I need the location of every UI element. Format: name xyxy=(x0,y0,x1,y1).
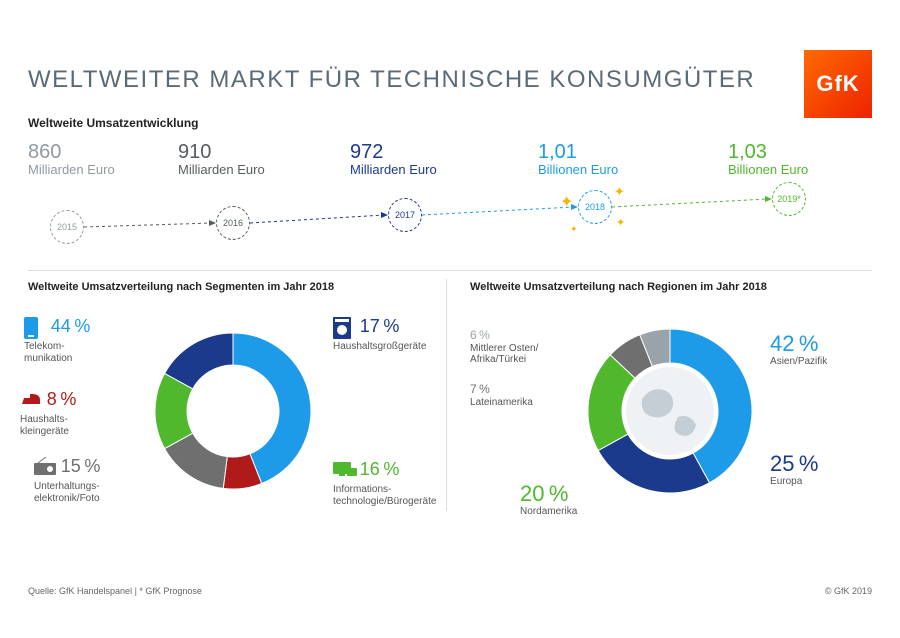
vertical-divider xyxy=(446,279,447,511)
region-pct: 20 % xyxy=(520,481,568,506)
sparkle-icon: ✦ xyxy=(560,192,573,212)
iron-icon xyxy=(20,390,44,414)
region-label: 7 %Lateinamerika xyxy=(470,383,590,408)
segment-pct: 16 % xyxy=(360,459,400,479)
segment-label: 15 %Unterhaltungs-elektronik/Foto xyxy=(34,456,149,504)
source-line: Quelle: GfK Handelspanel | * GfK Prognos… xyxy=(28,586,202,596)
region-pct: 7 % xyxy=(470,382,490,396)
region-pct: 6 % xyxy=(470,328,490,342)
segments-title: Weltweite Umsatzverteilung nach Segmente… xyxy=(28,281,430,293)
gfk-logo-text: GfK xyxy=(816,71,859,97)
region-label: 20 %Nordamerika xyxy=(520,481,640,518)
regions-title: Weltweite Umsatzverteilung nach Regionen… xyxy=(470,281,872,293)
columns: Weltweite Umsatzverteilung nach Segmente… xyxy=(28,281,872,511)
timeline: 860 Milliarden Euro2015 910 Milliarden E… xyxy=(28,134,872,264)
segment-pct: 17 % xyxy=(360,316,400,336)
sparkle-icon: ✦ xyxy=(570,224,578,235)
segment-label: 8 %Haushalts-kleingeräte xyxy=(20,389,135,437)
gfk-logo: GfK xyxy=(804,50,872,118)
segment-label: 17 %Haushaltsgroßgeräte xyxy=(333,316,448,353)
globe-icon xyxy=(626,367,714,455)
region-pct: 25 % xyxy=(770,451,818,476)
copyright-line: © GfK 2019 xyxy=(825,586,872,596)
page-title: WELTWEITER MARKT FÜR TECHNISCHE KONSUMGÜ… xyxy=(28,66,872,94)
segment-pct: 44 % xyxy=(51,316,91,336)
segment-label: 44 %Telekom-munikation xyxy=(24,316,139,364)
segment-pct: 8 % xyxy=(47,389,77,409)
page: GfK WELTWEITER MARKT FÜR TECHNISCHE KONS… xyxy=(28,50,872,588)
pc-icon xyxy=(333,460,357,484)
regions-column: Weltweite Umsatzverteilung nach Regionen… xyxy=(470,281,872,511)
segments-column: Weltweite Umsatzverteilung nach Segmente… xyxy=(28,281,430,511)
sparkle-icon: ✦ xyxy=(616,216,625,229)
segment-label: 16 %Informations-technologie/Bürogeräte xyxy=(333,459,448,507)
washer-icon xyxy=(333,317,357,341)
timeline-unit: Billionen Euro xyxy=(728,163,808,177)
segments-donut-wrap: 44 %Telekom-munikation 8 %Haushalts-klei… xyxy=(28,301,430,511)
column-spacer xyxy=(446,281,454,511)
section1-title: Weltweite Umsatzentwicklung xyxy=(28,116,872,130)
region-label: 6 %Mittlerer Osten/Afrika/Türkei xyxy=(470,329,590,366)
region-label: 42 %Asien/Pazifik xyxy=(770,331,890,368)
timeline-item: 1,03 Billionen Euro xyxy=(728,142,808,177)
timeline-year: 2019* xyxy=(772,182,806,216)
regions-donut-wrap: 42 %Asien/Pazifik25 %Europa20 %Nordameri… xyxy=(470,301,872,511)
phone-icon xyxy=(24,317,48,341)
radio-icon xyxy=(34,457,58,481)
timeline-value: 1,03 xyxy=(728,142,808,163)
region-pct: 42 % xyxy=(770,331,818,356)
segment-pct: 15 % xyxy=(61,456,101,476)
region-label: 25 %Europa xyxy=(770,451,890,488)
divider xyxy=(28,270,872,271)
sparkle-icon: ✦ xyxy=(614,184,625,200)
